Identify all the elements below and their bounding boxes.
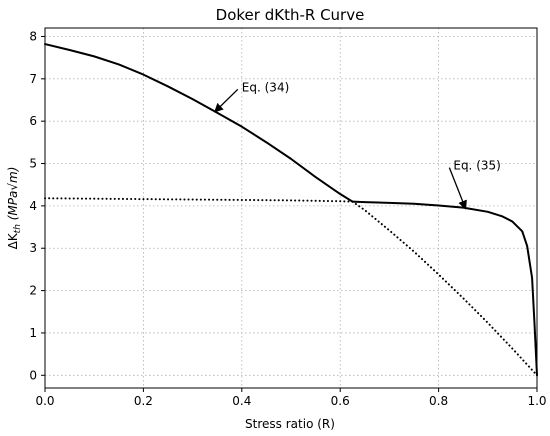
series-line	[44, 197, 354, 203]
series-line	[44, 43, 354, 203]
series-line	[351, 200, 538, 377]
plot-frame	[44, 27, 538, 389]
x-tick-label: 1.0	[527, 394, 546, 408]
y-tick-label: 0	[29, 368, 37, 382]
chart-title: Doker dKth-R Curve	[216, 6, 365, 24]
x-axis: 0.0 0.2 0.4 0.6 0.8 1.0	[35, 388, 547, 408]
series-group	[44, 43, 538, 377]
y-tick-label: 1	[29, 326, 37, 340]
annotation-label: Eq. (34)	[242, 80, 289, 94]
x-tick-label: 0.4	[232, 394, 251, 408]
y-axis-label: ΔKth (MPa√m)	[6, 167, 23, 250]
y-tick-label: 4	[29, 199, 37, 213]
annotation-arrow	[448, 167, 467, 210]
annotation-label: Eq. (35)	[453, 159, 500, 173]
series-line	[351, 200, 538, 377]
y-tick-label: 5	[29, 157, 37, 171]
y-tick-label: 3	[29, 241, 37, 255]
y-tick-label: 6	[29, 114, 37, 128]
annotation-arrow	[214, 88, 239, 113]
x-tick-label: 0.2	[134, 394, 153, 408]
x-axis-label: Stress ratio (R)	[245, 417, 335, 431]
x-tick-label: 0.6	[331, 394, 350, 408]
x-tick-label: 0.8	[429, 394, 448, 408]
x-tick-label: 0.0	[35, 394, 54, 408]
annotations: Eq. (34) Eq. (35)	[214, 80, 501, 210]
y-tick-label: 8	[29, 29, 37, 43]
y-axis: 0 1 2 3 4 5 6 7 8	[29, 29, 45, 382]
y-tick-label: 2	[29, 284, 37, 298]
y-tick-label: 7	[29, 72, 37, 86]
